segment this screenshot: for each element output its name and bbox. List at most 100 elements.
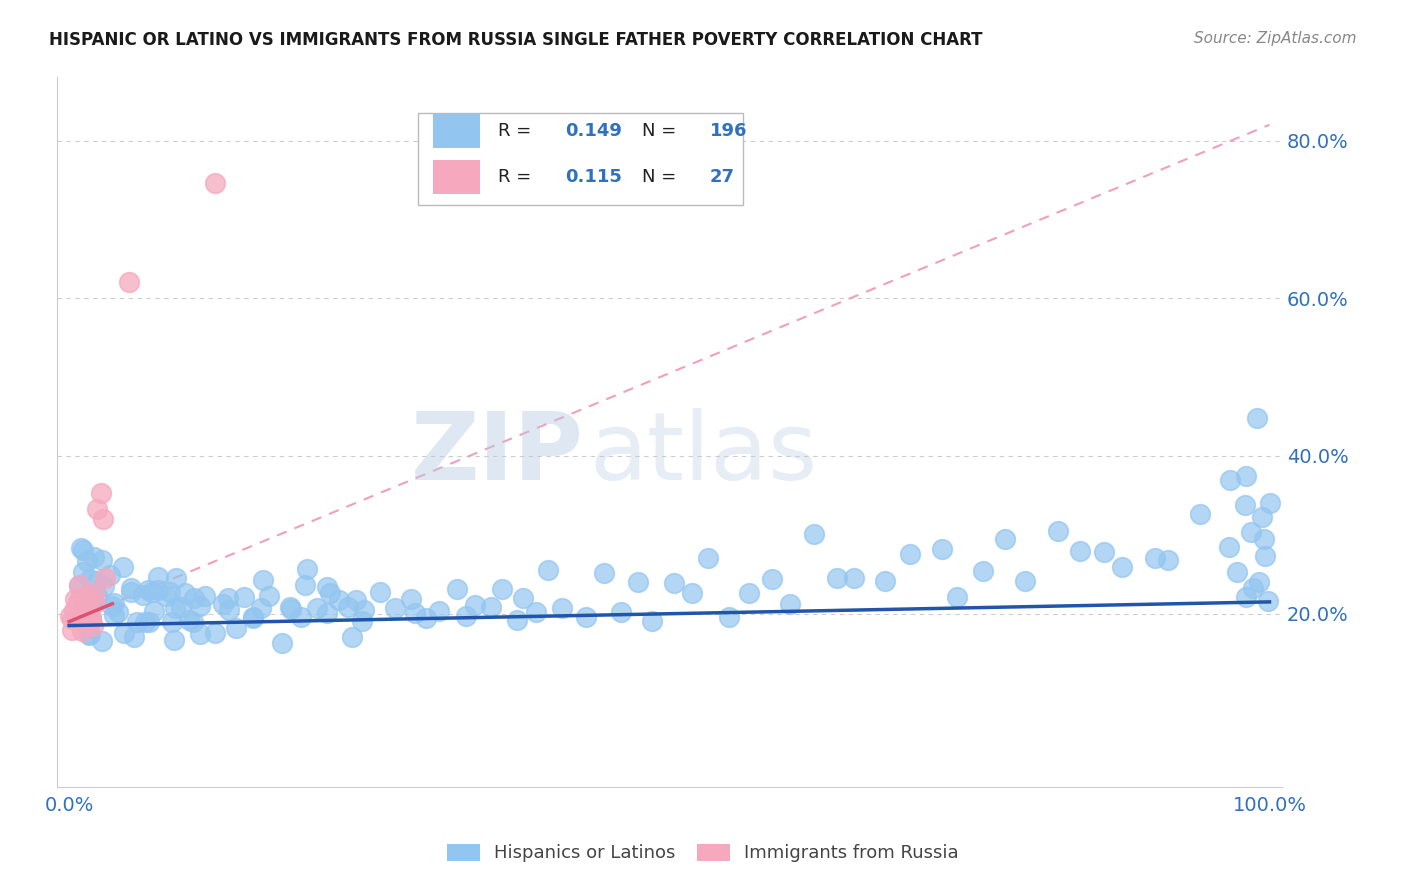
Point [479, 600, 502, 615]
Point [1234, 590, 1257, 604]
Point [60, 612, 83, 626]
Point [1219, 473, 1241, 487]
Point [242, 609, 264, 624]
Point [575, 610, 598, 624]
Point [384, 600, 406, 615]
Text: 27: 27 [710, 168, 735, 186]
Point [662, 576, 685, 591]
Text: R =: R = [498, 122, 537, 140]
Point [825, 571, 848, 585]
Point [294, 578, 316, 592]
Point [142, 604, 165, 618]
Point [233, 591, 256, 605]
Point [446, 582, 468, 597]
Point [1258, 496, 1281, 510]
Point [76, 621, 98, 635]
Point [134, 615, 156, 630]
Point [1218, 540, 1240, 554]
Point [898, 547, 921, 561]
Point [1233, 499, 1256, 513]
Point [132, 588, 155, 602]
Point [249, 601, 271, 615]
Point [79, 612, 101, 626]
Point [717, 610, 740, 624]
Point [79, 627, 101, 641]
Point [181, 615, 204, 630]
Point [67, 578, 90, 592]
Point [551, 600, 574, 615]
Point [280, 602, 302, 616]
Point [125, 615, 148, 629]
Point [524, 605, 547, 619]
Point [415, 611, 437, 625]
Point [73, 615, 96, 629]
Point [63, 591, 86, 606]
Point [271, 635, 294, 649]
Point [1111, 560, 1133, 574]
Point [183, 591, 205, 605]
Point [506, 613, 529, 627]
Point [77, 589, 100, 603]
Point [761, 572, 783, 586]
Text: 0.149: 0.149 [565, 122, 621, 140]
Text: N =: N = [643, 122, 682, 140]
Point [404, 606, 426, 620]
Point [242, 611, 264, 625]
Point [93, 512, 115, 526]
Point [1157, 553, 1180, 567]
Point [972, 564, 994, 578]
Point [290, 609, 312, 624]
Point [1257, 594, 1279, 608]
Point [328, 592, 350, 607]
Point [844, 571, 866, 585]
Point [1241, 581, 1264, 595]
Point [82, 619, 104, 633]
Text: 196: 196 [710, 122, 747, 140]
Point [257, 589, 280, 603]
Point [1014, 574, 1036, 588]
Point [278, 599, 301, 614]
Point [90, 633, 112, 648]
Point [69, 604, 91, 618]
Point [217, 591, 239, 606]
Point [101, 599, 124, 613]
Point [512, 591, 534, 605]
Point [340, 630, 363, 644]
Point [69, 541, 91, 556]
Point [59, 609, 82, 624]
Point [120, 585, 142, 599]
Point [80, 596, 103, 610]
Point [641, 614, 664, 628]
Point [120, 581, 142, 595]
Point [875, 574, 897, 589]
Point [83, 550, 105, 565]
Point [103, 596, 125, 610]
Point [62, 624, 84, 638]
Point [681, 586, 703, 600]
Point [593, 566, 616, 580]
Point [86, 589, 108, 603]
Point [103, 608, 125, 623]
FancyBboxPatch shape [433, 160, 479, 194]
Point [352, 614, 374, 628]
Text: Source: ZipAtlas.com: Source: ZipAtlas.com [1194, 31, 1357, 46]
Point [155, 589, 177, 603]
Point [212, 597, 235, 611]
Point [1234, 469, 1257, 483]
Point [218, 603, 240, 617]
Point [1046, 524, 1069, 538]
Point [1143, 550, 1166, 565]
Point [491, 582, 513, 596]
Point [79, 572, 101, 586]
Point [945, 590, 967, 604]
Point [66, 594, 89, 608]
Point [118, 275, 141, 289]
Point [370, 584, 392, 599]
Point [138, 615, 160, 629]
Point [399, 592, 422, 607]
Point [931, 541, 953, 556]
Point [337, 599, 360, 614]
Point [90, 486, 112, 500]
Text: R =: R = [498, 168, 537, 186]
Point [122, 630, 145, 644]
